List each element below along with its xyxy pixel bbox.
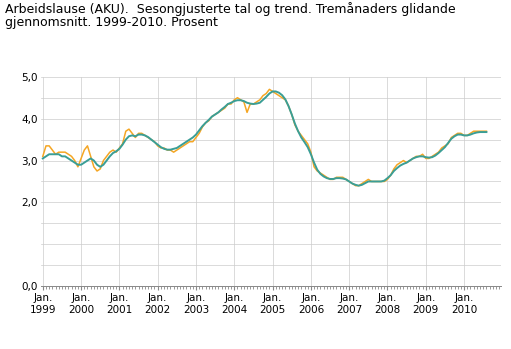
Text: Arbeidslause (AKU).  Sesongjusterte tal og trend. Tremånaders glidande: Arbeidslause (AKU). Sesongjusterte tal o…	[5, 2, 456, 16]
Text: gjennomsnitt. 1999-2010. Prosent: gjennomsnitt. 1999-2010. Prosent	[5, 16, 218, 29]
